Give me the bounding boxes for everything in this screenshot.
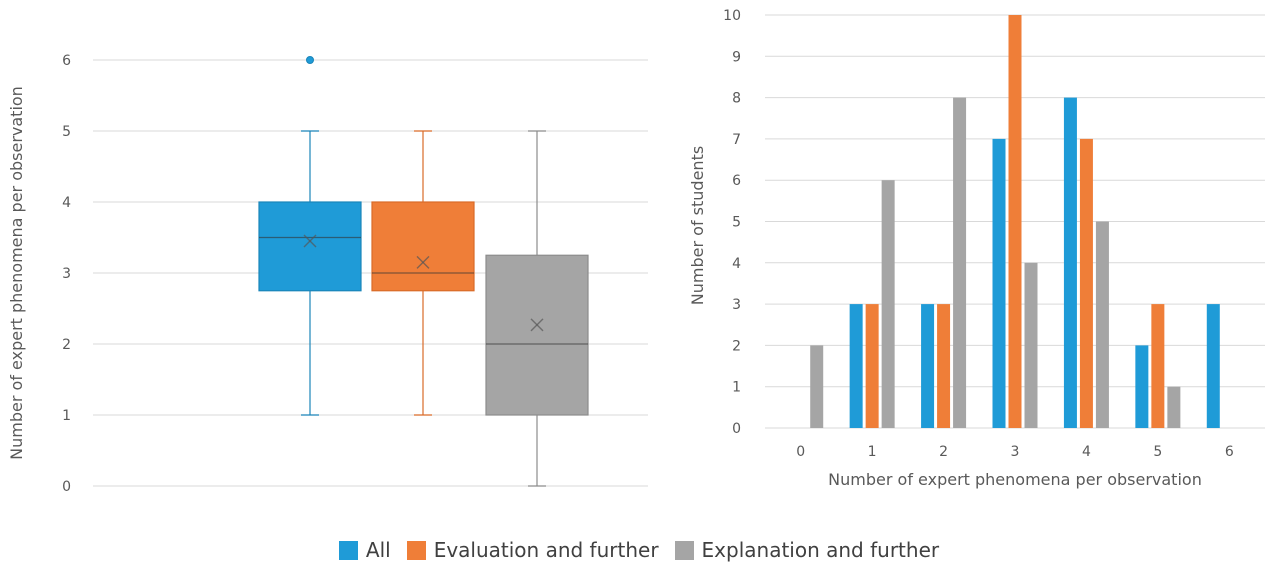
- bar: [849, 304, 863, 428]
- bar: [937, 304, 951, 428]
- y-tick-label: 3: [62, 266, 71, 282]
- legend-swatch-evaluation: [406, 540, 426, 560]
- mean-marker: [530, 318, 544, 332]
- legend-item-explanation: Explanation and further: [674, 538, 940, 562]
- y-tick-label: 3: [732, 297, 741, 313]
- charts-canvas: 0 1 2 3 4 5 6 Number of expert phenomena per ob…: [7, 8, 1265, 495]
- bar: [865, 304, 879, 428]
- bar: [1206, 304, 1220, 428]
- y-tick-label: 10: [723, 8, 741, 24]
- legend-label-evaluation: Evaluation and further: [433, 538, 659, 562]
- mean-marker: [303, 234, 317, 248]
- y-axis-title: Number of students: [688, 146, 707, 305]
- x-tick-label: 2: [939, 444, 948, 460]
- legend-item-evaluation: Evaluation and further: [406, 538, 659, 562]
- bar-chart: 0 1 2 3 4 5 6 7 8 9 10 Number of students 0 1 2 3 4 5 6 Num…: [688, 8, 1265, 489]
- x-tick-label: 6: [1225, 444, 1234, 460]
- y-tick-label: 0: [62, 479, 71, 495]
- y-tick-label: 7: [732, 132, 741, 148]
- bar: [810, 345, 824, 428]
- y-tick-label: 8: [732, 91, 741, 107]
- legend-item-all: All: [338, 538, 391, 562]
- bar: [1008, 15, 1022, 428]
- x-tick-label: 1: [868, 444, 877, 460]
- y-axis-title: Number of expert phenomena per observati…: [7, 86, 26, 460]
- y-tick-label: 5: [62, 124, 71, 140]
- bar: [1135, 345, 1149, 428]
- outlier-point: [306, 56, 314, 64]
- bar: [1095, 221, 1109, 428]
- y-tick-label: 1: [62, 408, 71, 424]
- y-tick-label: 0: [732, 421, 741, 437]
- bar: [953, 97, 967, 428]
- legend: All Evaluation and further Explanation a…: [0, 538, 1278, 562]
- y-tick-label: 4: [62, 195, 71, 211]
- bar: [1167, 386, 1181, 428]
- x-axis-title: Number of expert phenomena per observati…: [828, 470, 1202, 489]
- y-tick-label: 5: [732, 215, 741, 231]
- bar: [1024, 262, 1038, 428]
- x-tick-label: 0: [796, 444, 805, 460]
- box: [371, 201, 475, 292]
- legend-swatch-all: [338, 540, 358, 560]
- y-tick-label: 1: [732, 380, 741, 396]
- x-tick-label: 4: [1082, 444, 1091, 460]
- legend-label-explanation: Explanation and further: [701, 538, 940, 562]
- box: [485, 254, 589, 416]
- y-tick-label: 6: [62, 53, 71, 69]
- bar: [1151, 304, 1165, 428]
- y-tick-label: 2: [732, 338, 741, 354]
- boxplot-chart: 0 1 2 3 4 5 6 Number of expert phenomena per ob…: [7, 53, 648, 495]
- y-tick-label: 4: [732, 256, 741, 272]
- y-tick-label: 6: [732, 173, 741, 189]
- x-tick-label: 3: [1011, 444, 1020, 460]
- y-tick-label: 9: [732, 49, 741, 65]
- bar: [921, 304, 935, 428]
- legend-swatch-explanation: [674, 540, 694, 560]
- legend-label-all: All: [365, 538, 391, 562]
- bar: [1063, 97, 1077, 428]
- box: [258, 201, 362, 292]
- x-tick-label: 5: [1153, 444, 1162, 460]
- bar: [881, 180, 895, 428]
- mean-marker: [416, 255, 430, 269]
- bar: [1079, 138, 1093, 428]
- y-tick-label: 2: [62, 337, 71, 353]
- bar: [992, 138, 1006, 428]
